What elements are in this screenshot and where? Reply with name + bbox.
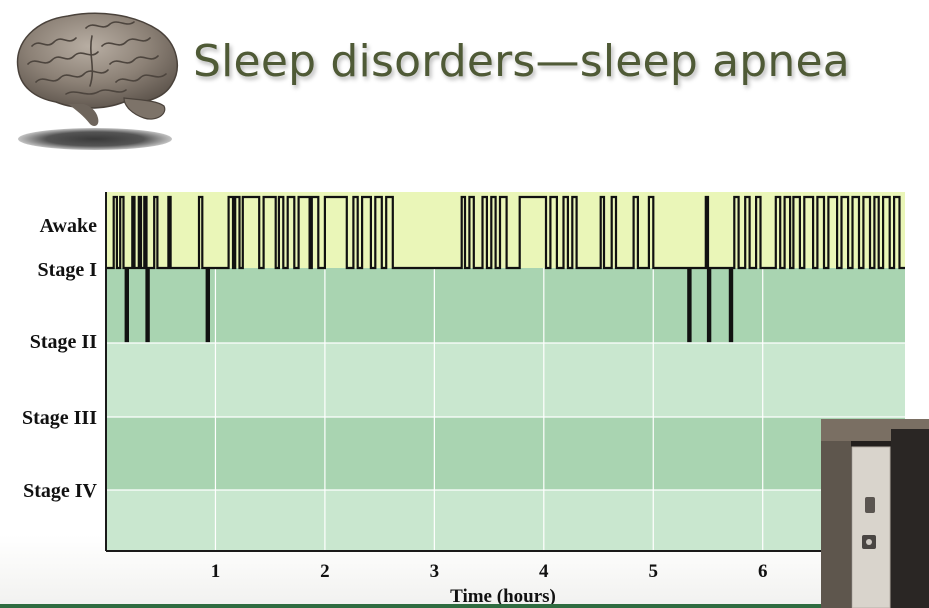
x-tick-label: 4 xyxy=(539,561,549,582)
x-axis-tick-labels: 1 2 3 4 5 6 xyxy=(211,561,768,582)
hypnogram-chart: Awake Stage I Stage II Stage III Stage IV 1 2… xyxy=(22,192,905,607)
hypnogram-line xyxy=(106,195,905,343)
presenter-video-inset xyxy=(821,419,929,608)
brain-icon xyxy=(6,6,184,156)
stage-bands xyxy=(106,192,905,551)
stage-band-2 xyxy=(106,268,905,343)
x-tick-label: 3 xyxy=(430,561,440,582)
y-tick-label: Stage III xyxy=(22,407,97,429)
y-tick-label: Stage I xyxy=(38,259,98,281)
stage-band-5 xyxy=(106,490,905,551)
y-tick-label: Stage IV xyxy=(23,480,97,502)
time-gridlines xyxy=(106,268,905,551)
bottom-accent-bar xyxy=(0,604,821,608)
y-axis-stage-labels: Awake Stage I Stage II Stage III Stage IV xyxy=(22,215,98,502)
y-tick-label: Stage II xyxy=(30,331,97,353)
x-tick-label: 2 xyxy=(320,561,330,582)
brain-shadow xyxy=(18,128,172,150)
slide-title: Sleep disorders—sleep apnea xyxy=(193,36,850,87)
stage-band-3 xyxy=(106,343,905,417)
x-axis-label: Time (hours) xyxy=(450,586,556,607)
x-tick-label: 5 xyxy=(649,561,659,582)
video-frame xyxy=(821,419,929,608)
hypnogram-trace xyxy=(106,195,905,343)
y-tick-label: Awake xyxy=(40,215,98,237)
brain-illustration xyxy=(16,12,179,126)
x-tick-label: 6 xyxy=(758,561,768,582)
stage-band-4 xyxy=(106,417,905,490)
x-tick-label: 1 xyxy=(211,561,221,582)
